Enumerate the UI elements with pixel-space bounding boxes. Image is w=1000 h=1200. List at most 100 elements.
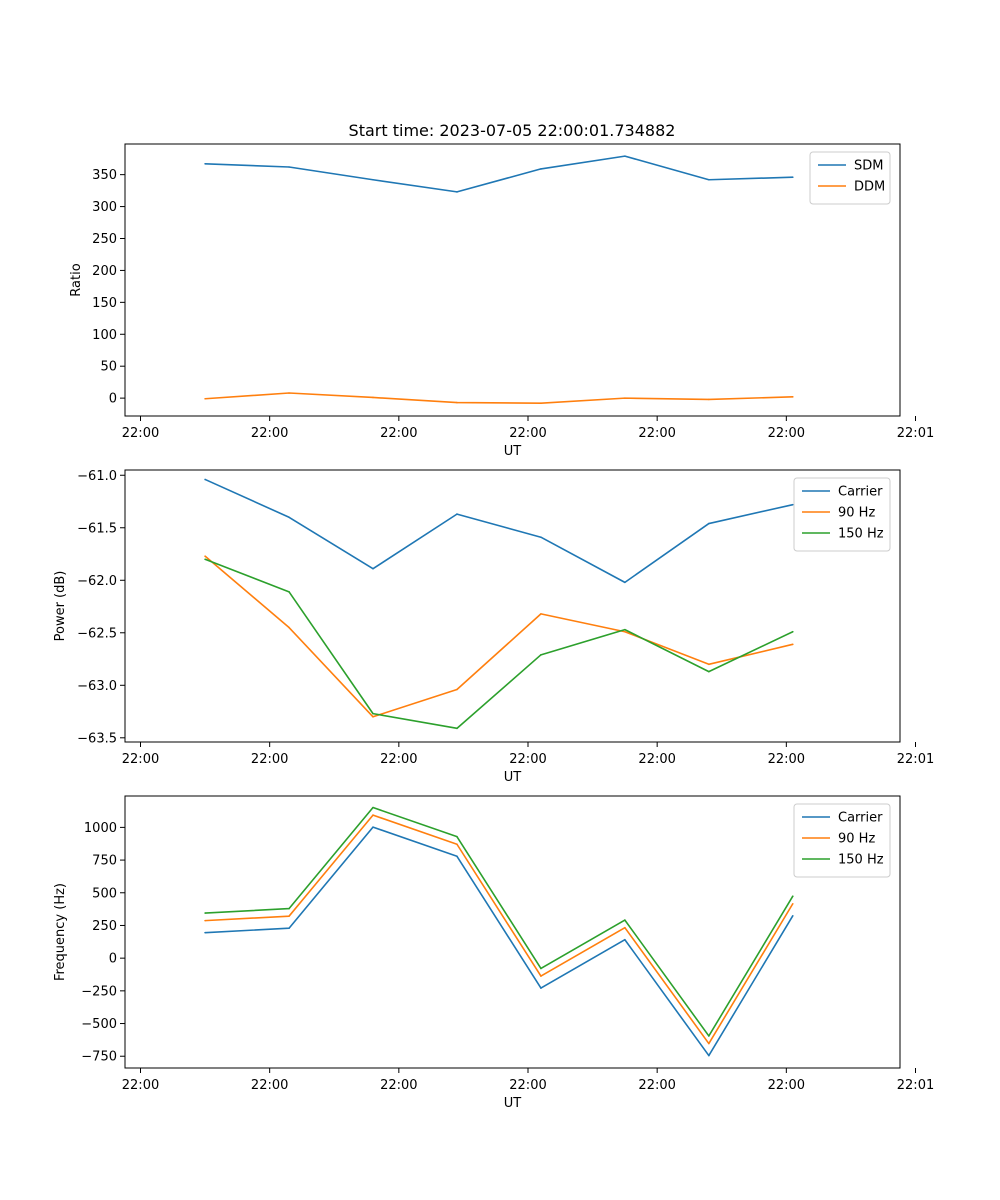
frequency-y-tick-label: −750 [81, 1050, 117, 1065]
power-data-point [456, 727, 458, 730]
ratio-data-point [372, 178, 374, 181]
frequency-data-point [288, 927, 290, 930]
frequency-data-point [204, 931, 206, 934]
power-data-point [288, 591, 290, 593]
ratio-data-point [204, 162, 206, 165]
power-data-point [708, 522, 710, 525]
ratio-data-point [624, 397, 626, 399]
frequency-data-point [791, 895, 794, 897]
figure-title: Start time: 2023-07-05 22:00:01.734882 [349, 121, 676, 140]
power-y-axis-label: Power (dB) [53, 571, 68, 642]
power-x-axis-label: UT [504, 770, 522, 785]
frequency-y-tick-label: 1000 [84, 821, 117, 836]
frequency-data-point [624, 919, 626, 921]
power-data-point [540, 536, 542, 539]
frequency-x-axis-label: UT [504, 1096, 522, 1111]
power-y-tick-label: −63.5 [77, 731, 117, 746]
ratio-data-point [372, 396, 374, 399]
frequency-y-tick-label: −500 [81, 1017, 117, 1032]
power-y-tick-label: −63.0 [77, 679, 117, 694]
frequency-legend-label: 90 Hz [838, 832, 875, 847]
frequency-data-point [791, 902, 794, 905]
power-y-tick-label: −61.5 [77, 521, 117, 536]
ratio-legend-label: SDM [854, 159, 883, 174]
ratio-y-tick-label: 300 [92, 200, 117, 215]
frequency-x-tick-label: 22:00 [638, 1078, 675, 1093]
power-data-point [372, 712, 374, 715]
frequency-legend-label: Carrier [838, 811, 883, 826]
power-data-point [708, 663, 710, 666]
ratio-data-point [624, 155, 626, 157]
frequency-y-tick-label: 750 [92, 854, 117, 869]
power-series-150-hz-line [204, 558, 794, 730]
frequency-data-point [708, 1042, 710, 1045]
ratio-x-tick-label: 22:00 [768, 426, 805, 441]
frequency-data-point [708, 1054, 710, 1057]
frequency-data-point [791, 914, 794, 917]
ratio-data-point [540, 402, 542, 405]
frequency-data-point [372, 806, 374, 809]
frequency-x-tick-label: 22:01 [897, 1078, 934, 1093]
frequency-axes-frame [124, 795, 901, 1069]
ratio-x-tick-label: 22:00 [380, 426, 417, 441]
power-data-point [372, 567, 374, 570]
power-data-point [456, 688, 458, 691]
power-x-tick-label: 22:00 [638, 752, 675, 767]
frequency-data-point [456, 855, 458, 858]
frequency-x-tick-label: 22:00 [251, 1078, 288, 1093]
ratio-data-point [456, 191, 458, 193]
ratio-data-point [288, 166, 290, 168]
frequency-data-point [288, 907, 290, 910]
frequency-data-point [540, 967, 542, 970]
power-legend-label: Carrier [838, 485, 883, 500]
ratio-x-tick-label: 22:01 [897, 426, 934, 441]
power-series-carrier-line [204, 478, 793, 584]
ratio-y-tick-label: 0 [109, 392, 117, 407]
power-data-point [456, 513, 458, 515]
power-x-tick-label: 22:00 [509, 752, 546, 767]
power-x-tick-label: 22:00 [380, 752, 417, 767]
power-data-point [624, 630, 626, 633]
power-data-point [372, 716, 374, 718]
frequency-data-point [372, 826, 374, 828]
power-x-tick-label: 22:00 [768, 752, 805, 767]
power-legend-label: 150 Hz [838, 527, 884, 542]
power-legend-label: 90 Hz [838, 506, 875, 521]
frequency-data-point [540, 975, 542, 977]
ratio-x-tick-label: 22:00 [122, 426, 159, 441]
frequency-data-point [624, 926, 626, 929]
ratio-data-point [204, 397, 206, 400]
frequency-data-point [540, 987, 542, 989]
power-data-point [204, 555, 206, 557]
power-x-tick-label: 22:01 [897, 752, 934, 767]
frequency-x-tick-label: 22:00 [509, 1078, 546, 1093]
ratio-data-point [708, 178, 710, 181]
ratio-y-tick-label: 350 [92, 168, 117, 183]
ratio-x-tick-label: 22:00 [509, 426, 546, 441]
frequency-series-150-hz-line [205, 806, 794, 1037]
power-data-point [624, 628, 626, 631]
frequency-y-tick-label: 0 [109, 952, 117, 967]
ratio-legend-label: DDM [854, 180, 885, 195]
power-data-point [540, 613, 542, 615]
ratio-panel: 22:00 22:00 22:00 22:00 22:00 22:00 22:01 0 50 10… [69, 143, 934, 459]
power-axes-frame [124, 469, 901, 743]
frequency-panel: 22:00 22:00 22:00 22:00 22:00 22:00 22:01 −750 −… [53, 795, 934, 1111]
power-series-90-hz-line [204, 555, 793, 718]
ratio-y-tick-label: 200 [92, 264, 117, 279]
power-y-tick-label: −62.5 [77, 626, 117, 641]
ratio-data-point [791, 176, 794, 178]
power-data-point [288, 516, 290, 519]
ratio-data-point [708, 398, 710, 401]
frequency-series-90-hz-line [205, 814, 794, 1045]
power-panel: 22:00 22:00 22:00 22:00 22:00 22:00 22:01 −63.5… [53, 469, 934, 785]
ratio-y-tick-label: 250 [92, 232, 117, 247]
ratio-y-tick-label: 50 [100, 360, 117, 375]
power-y-tick-label: −62.0 [77, 574, 117, 589]
frequency-data-point [624, 938, 626, 941]
power-data-point [708, 670, 710, 673]
frequency-data-point [708, 1035, 710, 1037]
ratio-data-point [288, 392, 290, 394]
ratio-x-tick-label: 22:00 [638, 426, 675, 441]
power-data-point [204, 478, 206, 481]
